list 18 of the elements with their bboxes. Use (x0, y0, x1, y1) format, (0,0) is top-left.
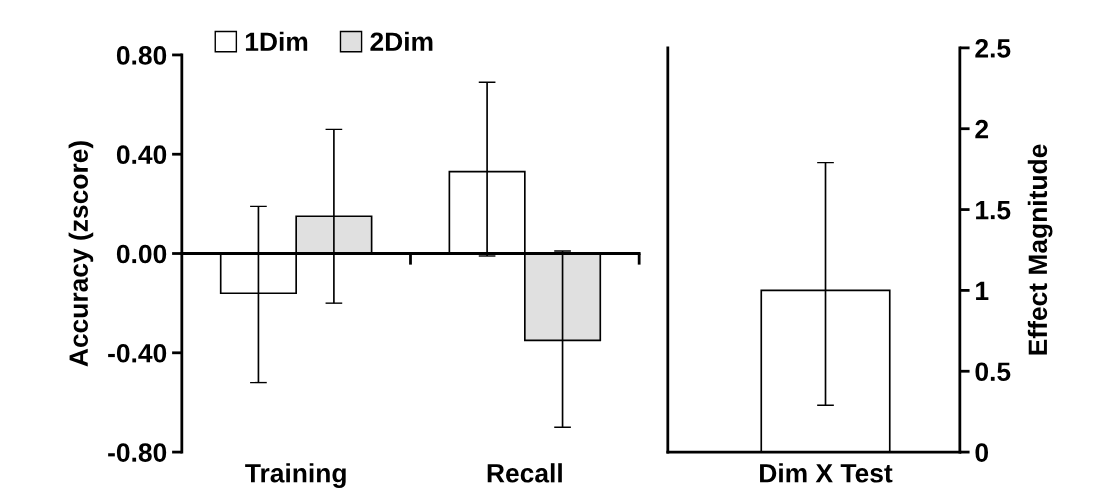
legend-label: 2Dim (370, 31, 433, 51)
y-tick-label: 0.80 (116, 46, 167, 65)
y2-tick-label: 0 (975, 443, 989, 462)
y2-tick-label: 1.5 (976, 200, 1011, 220)
x-tick-label: Training (245, 463, 346, 488)
y2-tick-label: 2 (975, 119, 989, 139)
y-tick-label: 0.40 (116, 145, 167, 165)
y-tick-label: -0.80 (108, 443, 167, 462)
y2-tick-label: 0.5 (975, 362, 1011, 382)
y-tick-label: -0.40 (108, 343, 167, 363)
y2-tick-label: 2.5 (975, 39, 1011, 58)
y-tick-label: 0.00 (116, 244, 167, 264)
x-tick-label: Recall (487, 463, 562, 483)
legend-label: 1Dim (245, 31, 308, 51)
y2-axis-title: Effect Magnitude (1027, 144, 1053, 355)
y2-tick-label: 1 (976, 281, 989, 300)
x-tick-label: Dim X Test (760, 463, 893, 483)
y-axis-title: Accuracy (zscore) (68, 141, 94, 367)
